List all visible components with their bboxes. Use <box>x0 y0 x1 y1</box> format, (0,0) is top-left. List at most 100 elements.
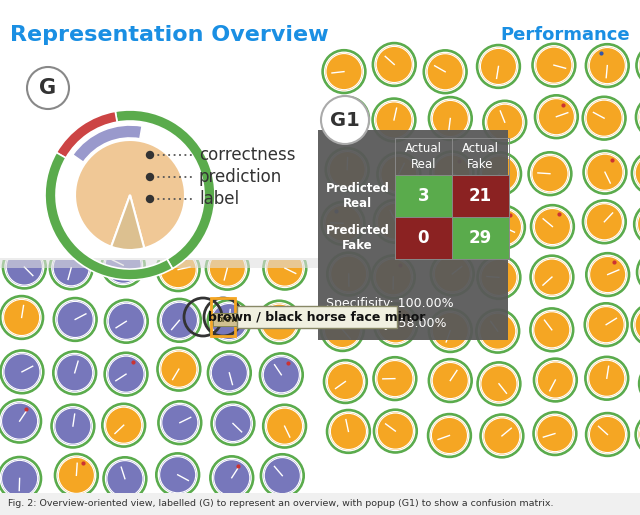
Circle shape <box>104 406 143 444</box>
Circle shape <box>263 456 301 495</box>
Circle shape <box>260 454 304 497</box>
Circle shape <box>636 205 640 244</box>
Circle shape <box>156 248 200 291</box>
Circle shape <box>57 456 96 495</box>
Circle shape <box>373 199 417 243</box>
Circle shape <box>536 414 574 453</box>
Circle shape <box>267 250 303 286</box>
Circle shape <box>262 355 301 394</box>
Circle shape <box>532 43 576 87</box>
Circle shape <box>104 299 148 344</box>
Circle shape <box>160 301 199 340</box>
Circle shape <box>207 351 252 395</box>
Circle shape <box>637 206 640 242</box>
Circle shape <box>330 414 367 450</box>
Circle shape <box>377 203 413 239</box>
Text: Representation Overview: Representation Overview <box>10 25 328 45</box>
Circle shape <box>585 202 624 241</box>
Circle shape <box>378 413 413 449</box>
Circle shape <box>211 303 247 339</box>
Circle shape <box>260 303 299 341</box>
Circle shape <box>322 49 366 94</box>
Circle shape <box>638 98 640 136</box>
Text: prediction: prediction <box>199 168 282 186</box>
Circle shape <box>327 364 364 400</box>
Circle shape <box>106 459 144 498</box>
Circle shape <box>3 352 42 391</box>
Bar <box>0 258 320 268</box>
Circle shape <box>0 399 42 443</box>
Circle shape <box>0 456 42 501</box>
Circle shape <box>534 95 579 139</box>
Circle shape <box>209 250 245 286</box>
Circle shape <box>588 46 627 85</box>
Circle shape <box>430 204 474 248</box>
Circle shape <box>478 312 517 351</box>
Circle shape <box>476 309 520 353</box>
Circle shape <box>52 248 91 287</box>
Circle shape <box>53 298 97 341</box>
Circle shape <box>486 104 523 140</box>
Circle shape <box>585 99 623 138</box>
Circle shape <box>104 246 143 285</box>
Text: G1: G1 <box>330 111 360 129</box>
Circle shape <box>376 202 415 241</box>
Bar <box>0 493 640 515</box>
Circle shape <box>329 412 368 451</box>
Circle shape <box>263 246 307 290</box>
Circle shape <box>0 350 44 394</box>
Circle shape <box>532 258 572 297</box>
Circle shape <box>639 416 640 452</box>
Circle shape <box>536 360 575 399</box>
Circle shape <box>432 363 468 399</box>
Circle shape <box>214 460 250 496</box>
Circle shape <box>374 258 413 296</box>
Circle shape <box>266 408 303 444</box>
Text: 21: 21 <box>469 187 492 205</box>
Circle shape <box>323 310 362 349</box>
Circle shape <box>3 298 41 337</box>
Circle shape <box>432 100 468 136</box>
Circle shape <box>530 308 574 352</box>
Circle shape <box>634 202 640 246</box>
Circle shape <box>5 248 44 286</box>
Circle shape <box>483 417 522 455</box>
Circle shape <box>4 354 40 390</box>
Circle shape <box>481 205 525 249</box>
Circle shape <box>371 255 415 299</box>
Bar <box>395 217 452 259</box>
Bar <box>395 175 452 217</box>
Circle shape <box>583 150 627 194</box>
Circle shape <box>56 300 95 339</box>
Circle shape <box>263 357 300 393</box>
Circle shape <box>372 98 416 142</box>
Circle shape <box>373 356 417 401</box>
Circle shape <box>433 207 471 246</box>
Circle shape <box>57 301 93 337</box>
Circle shape <box>582 96 626 140</box>
Circle shape <box>480 414 524 458</box>
Circle shape <box>537 416 573 452</box>
Bar <box>213 313 241 326</box>
Circle shape <box>328 99 367 138</box>
Wedge shape <box>115 110 215 269</box>
Circle shape <box>634 305 640 344</box>
Circle shape <box>476 44 520 89</box>
Circle shape <box>331 256 367 292</box>
Circle shape <box>376 359 414 398</box>
Circle shape <box>321 307 364 352</box>
Circle shape <box>589 256 626 293</box>
Bar <box>318 130 508 285</box>
Circle shape <box>104 352 148 396</box>
Circle shape <box>432 313 468 349</box>
Circle shape <box>483 100 527 144</box>
Circle shape <box>107 460 143 497</box>
Circle shape <box>147 174 154 180</box>
Circle shape <box>380 155 418 194</box>
Circle shape <box>534 209 570 245</box>
Circle shape <box>57 355 93 391</box>
Circle shape <box>586 413 630 456</box>
Circle shape <box>431 311 470 350</box>
Circle shape <box>428 96 472 141</box>
Circle shape <box>635 413 640 456</box>
